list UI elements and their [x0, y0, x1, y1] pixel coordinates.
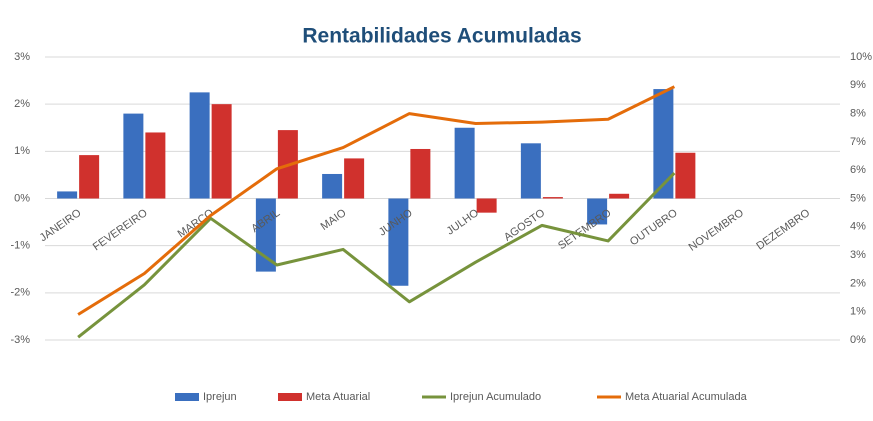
y2-tick-label: 4% [850, 221, 866, 233]
y2-tick-label: 2% [850, 277, 866, 289]
bar [476, 198, 497, 213]
bar [609, 193, 630, 199]
bar [410, 148, 431, 199]
y2-tick-label: 7% [850, 136, 866, 148]
y2-tick-label: 3% [850, 249, 866, 261]
legend-swatch [278, 393, 302, 401]
y-tick-label: 2% [14, 98, 30, 110]
bar [344, 158, 365, 199]
y-tick-label: 3% [14, 51, 30, 63]
bar [79, 155, 100, 199]
y-tick-label: -1% [10, 240, 30, 252]
legend-label: Iprejun [203, 391, 237, 403]
bar [388, 198, 409, 286]
legend-label: Meta Atuarial Acumulada [625, 391, 748, 403]
y2-tick-label: 9% [850, 79, 866, 91]
x-tick-label: FEVEREIRO [91, 207, 150, 254]
y2-tick-label: 8% [850, 108, 866, 120]
bar [587, 198, 608, 225]
y-tick-label: -3% [10, 334, 30, 346]
bar [211, 104, 232, 199]
y-tick-label: -2% [10, 287, 30, 299]
y-tick-label: 1% [14, 145, 30, 157]
y2-tick-label: 1% [850, 306, 866, 318]
chart-title: Rentabilidades Acumuladas [302, 25, 581, 48]
y2-tick-label: 6% [850, 164, 866, 176]
bar [454, 127, 475, 199]
bar [189, 92, 210, 199]
legend-label: Meta Atuarial [306, 391, 370, 403]
bar [322, 173, 343, 199]
legend-swatch [175, 393, 199, 401]
bar [675, 152, 696, 199]
legend-label: Iprejun Acumulado [450, 391, 541, 403]
line [77, 171, 676, 339]
line [77, 85, 676, 316]
x-tick-label: JULHO [445, 207, 482, 238]
x-tick-label: NOVEMBRO [687, 207, 747, 254]
x-tick-label: MARÇO [176, 207, 217, 241]
bar [653, 89, 674, 199]
bar [520, 143, 541, 199]
bar [542, 197, 563, 199]
y-tick-label: 0% [14, 192, 30, 204]
bar [123, 113, 144, 199]
y2-tick-label: 5% [850, 192, 866, 204]
bar [145, 132, 166, 199]
y2-tick-label: 10% [850, 51, 872, 63]
x-tick-label: MAIO [319, 207, 349, 233]
y2-tick-label: 0% [850, 334, 866, 346]
x-tick-label: JANEIRO [38, 207, 84, 244]
bar [57, 191, 78, 199]
